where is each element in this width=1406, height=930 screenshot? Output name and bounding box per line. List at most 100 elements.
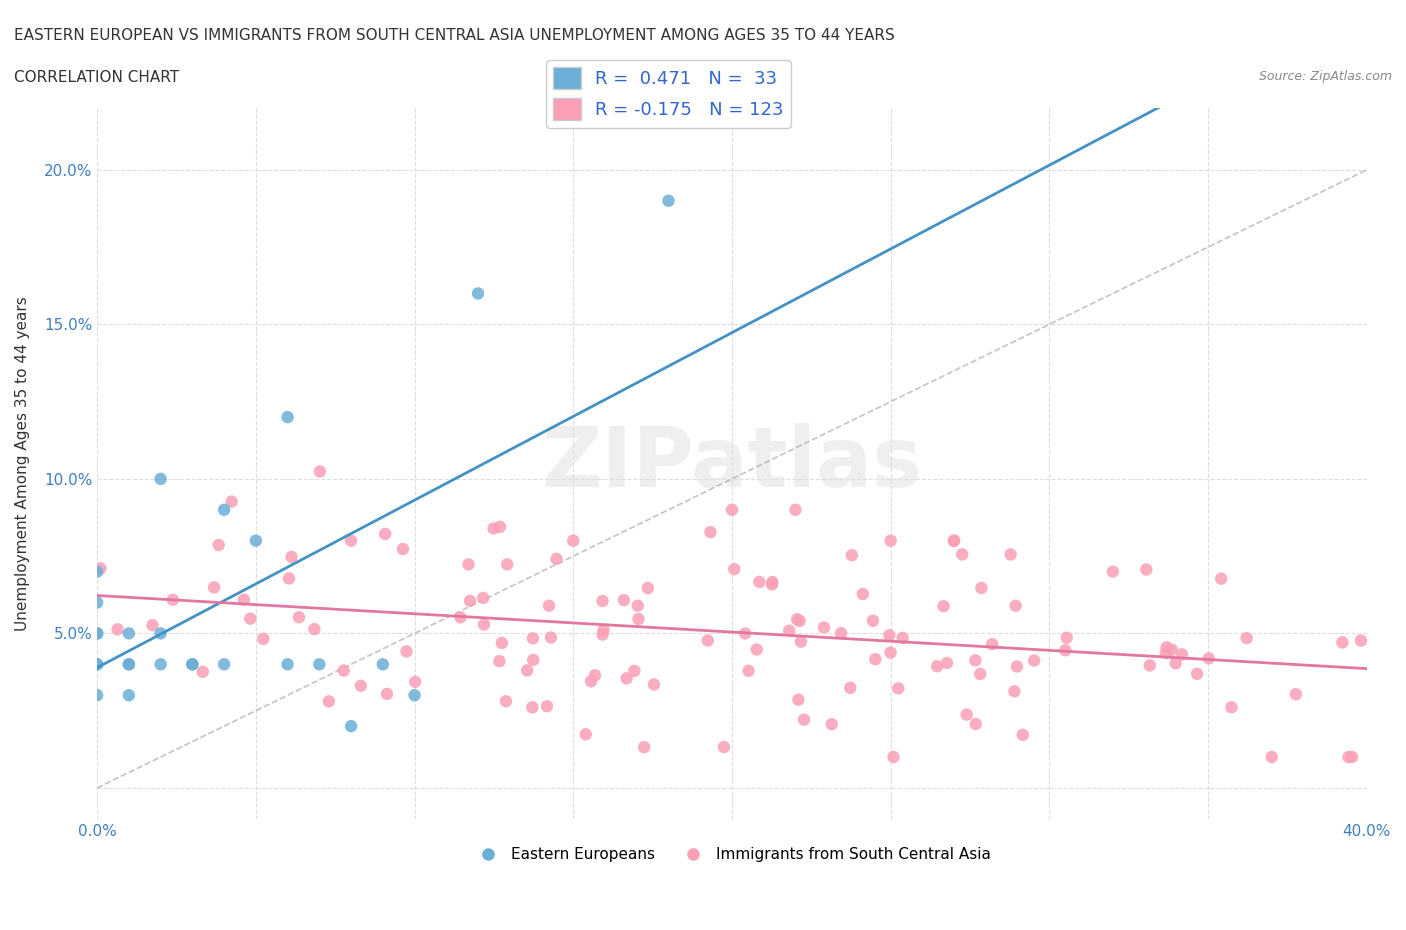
Point (1135, 562, 1157, 577)
Point (288, 610, 311, 625)
Point (616, 671, 638, 685)
Point (713, 739, 735, 754)
Point (522, 653, 544, 668)
Point (623, 663, 645, 678)
Point (785, 502, 807, 517)
Point (1350, 633, 1372, 648)
Text: EASTERN EUROPEAN VS IMMIGRANTS FROM SOUTH CENTRAL ASIA UNEMPLOYMENT AMONG AGES 3: EASTERN EUROPEAN VS IMMIGRANTS FROM SOUT… (14, 28, 894, 43)
Point (970, 580, 993, 595)
Point (583, 668, 606, 683)
Point (472, 618, 495, 632)
Point (981, 637, 1004, 652)
Point (592, 593, 614, 608)
Point (793, 712, 815, 727)
Point (839, 681, 862, 696)
Point (879, 533, 901, 548)
Point (761, 575, 783, 590)
Point (579, 674, 602, 689)
Point (865, 652, 887, 667)
Point (488, 654, 510, 669)
Point (1161, 643, 1184, 658)
Point (723, 562, 745, 577)
Point (141, 618, 163, 632)
Point (1220, 699, 1243, 714)
Point (340, 719, 363, 734)
Text: ZIPatlas: ZIPatlas (541, 423, 922, 504)
Y-axis label: Unemployment Among Ages 35 to 44 years: Unemployment Among Ages 35 to 44 years (15, 296, 30, 631)
Point (1154, 645, 1177, 660)
Point (734, 626, 756, 641)
Point (813, 620, 835, 635)
Point (149, 626, 172, 641)
Point (943, 533, 966, 548)
Point (1000, 547, 1022, 562)
Point (191, 664, 214, 679)
Point (537, 598, 560, 613)
Point (637, 580, 659, 595)
Point (449, 610, 471, 625)
Point (340, 533, 363, 548)
Point (1198, 651, 1220, 666)
Point (86, 657, 108, 671)
Point (392, 541, 415, 556)
Point (1054, 643, 1077, 658)
Point (202, 580, 225, 595)
Point (965, 653, 987, 668)
Point (149, 657, 172, 671)
Point (86, 626, 108, 641)
Point (181, 657, 204, 671)
Point (841, 548, 863, 563)
Point (627, 598, 650, 613)
Point (789, 614, 811, 629)
Point (592, 622, 614, 637)
Point (86, 595, 108, 610)
Point (162, 592, 184, 607)
Point (522, 631, 544, 645)
Point (308, 657, 330, 671)
Point (562, 533, 585, 548)
Point (657, 193, 679, 208)
Point (86, 657, 108, 671)
Point (862, 614, 884, 629)
Text: CORRELATION CHART: CORRELATION CHART (14, 70, 179, 85)
Point (1285, 686, 1308, 701)
Point (221, 494, 243, 509)
Point (404, 674, 426, 689)
Point (965, 717, 987, 732)
Point (1102, 565, 1125, 579)
Point (883, 750, 905, 764)
Point (932, 599, 955, 614)
Point (546, 551, 568, 566)
Point (879, 628, 901, 643)
Point (181, 657, 204, 671)
Point (245, 533, 267, 548)
Point (118, 657, 141, 671)
Point (778, 623, 800, 638)
Point (891, 631, 914, 645)
Point (90, 561, 112, 576)
Point (489, 520, 512, 535)
Point (592, 627, 614, 642)
Point (118, 657, 141, 671)
Point (1261, 750, 1284, 764)
Point (1056, 631, 1078, 645)
Point (252, 631, 274, 646)
Point (786, 612, 808, 627)
Point (1171, 647, 1194, 662)
Point (86, 565, 108, 579)
Point (280, 550, 302, 565)
Point (491, 635, 513, 650)
Point (887, 681, 910, 696)
Point (1185, 667, 1208, 682)
Point (643, 677, 665, 692)
Point (721, 502, 744, 517)
Point (575, 727, 598, 742)
Point (332, 663, 354, 678)
Point (457, 557, 479, 572)
Point (232, 592, 254, 607)
Point (208, 538, 231, 552)
Point (118, 626, 141, 641)
Point (516, 663, 538, 678)
Point (633, 739, 655, 754)
Point (1004, 598, 1026, 613)
